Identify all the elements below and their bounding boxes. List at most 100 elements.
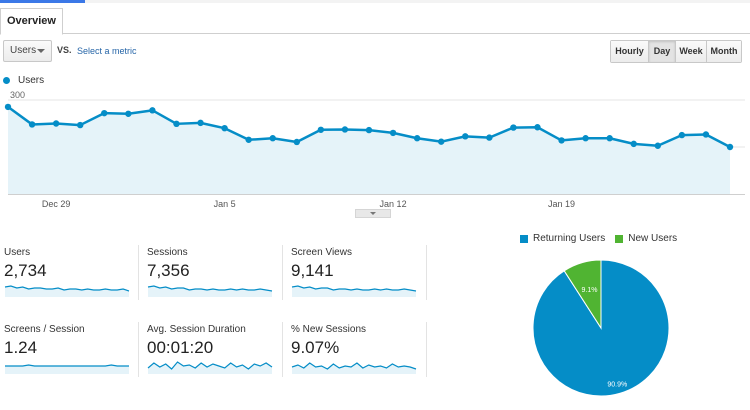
- stat-label: Avg. Session Duration: [147, 324, 246, 335]
- stat-sessions[interactable]: Sessions 7,356: [147, 247, 282, 307]
- sparkline-line: [5, 364, 129, 367]
- data-point[interactable]: [630, 140, 637, 148]
- pie-legend-item-returning-users[interactable]: Returning Users: [520, 233, 605, 244]
- pie-legend: Returning Users New Users: [520, 233, 687, 244]
- data-point[interactable]: [221, 125, 228, 132]
- select-metric-link[interactable]: Select a metric: [77, 46, 137, 56]
- data-point[interactable]: [534, 124, 541, 131]
- stat-value: 00:01:20: [147, 338, 214, 357]
- data-point[interactable]: [365, 126, 373, 134]
- data-point[interactable]: [28, 121, 36, 128]
- data-point[interactable]: [413, 135, 421, 142]
- data-point[interactable]: [558, 137, 565, 144]
- data-point[interactable]: [101, 109, 108, 117]
- stat-label: Screen Views: [291, 247, 352, 258]
- top-strip: [0, 0, 750, 3]
- pie-legend-item-new-users[interactable]: New Users: [615, 233, 677, 244]
- chevron-down-icon: [37, 49, 45, 53]
- granularity-week-button[interactable]: Week: [675, 41, 706, 62]
- data-point[interactable]: [4, 103, 12, 111]
- data-point[interactable]: [582, 135, 589, 142]
- data-point[interactable]: [245, 136, 252, 143]
- data-point[interactable]: [702, 131, 710, 138]
- tab-overview[interactable]: Overview: [0, 8, 63, 35]
- data-point[interactable]: [149, 107, 156, 114]
- x-tick-label: Jan 19: [548, 199, 575, 209]
- stat-new-sessions[interactable]: % New Sessions 9.07%: [291, 324, 426, 384]
- stat-divider: [426, 322, 427, 377]
- stat-value: 9.07%: [291, 338, 340, 357]
- sparkline: [5, 364, 129, 374]
- sparkline-fill: [148, 362, 272, 374]
- series-dot-icon: [3, 77, 10, 84]
- sparkline-fill: [292, 286, 416, 297]
- data-point[interactable]: [125, 110, 132, 117]
- data-point[interactable]: [173, 120, 180, 128]
- user-type-pie-chart[interactable]: 90.9% 9.1%: [530, 258, 675, 398]
- granularity-toggle: Hourly Day Week Month: [610, 40, 742, 63]
- vs-label: VS.: [57, 45, 72, 55]
- legend-users-label: Users: [18, 75, 45, 86]
- granularity-day-button[interactable]: Day: [648, 41, 675, 62]
- chevron-down-icon: [370, 212, 376, 215]
- data-point[interactable]: [77, 121, 84, 129]
- legend-swatch: [615, 234, 624, 243]
- sparkline-line: [147, 361, 273, 370]
- sparkline: [4, 285, 130, 297]
- stat-value: 7,356: [147, 261, 190, 280]
- sparkline-line: [4, 285, 130, 292]
- data-point[interactable]: [293, 138, 300, 146]
- stat-label: % New Sessions: [291, 324, 367, 335]
- data-point[interactable]: [606, 135, 613, 142]
- data-point[interactable]: [678, 131, 686, 139]
- stat-divider: [138, 322, 139, 377]
- stat-users[interactable]: Users 2,734: [4, 247, 139, 307]
- legend-swatch: [520, 234, 528, 243]
- stat-screens-per-session[interactable]: Screens / Session 1.24: [4, 324, 139, 384]
- pie-slice-new-users[interactable]: [563, 259, 602, 330]
- data-point[interactable]: [438, 138, 445, 145]
- sparkline: [291, 285, 417, 297]
- x-tick-label: Jan 12: [380, 199, 407, 209]
- top-accent: [0, 0, 85, 3]
- metric-select[interactable]: Users: [3, 40, 52, 62]
- stat-avg-session-duration[interactable]: Avg. Session Duration 00:01:20: [147, 324, 282, 384]
- stat-divider: [138, 245, 139, 300]
- stat-divider: [282, 245, 283, 300]
- stat-divider: [282, 322, 283, 377]
- sparkline-fill: [5, 365, 129, 374]
- tab-bar: Overview: [0, 8, 750, 35]
- collapse-chart-handle[interactable]: [355, 209, 391, 218]
- data-point[interactable]: [197, 119, 204, 127]
- pie-slice-label: 9.1%: [582, 287, 598, 294]
- data-point[interactable]: [726, 143, 734, 151]
- sparkline: [147, 285, 273, 297]
- data-point[interactable]: [654, 142, 661, 149]
- x-tick-label: Dec 29: [42, 199, 71, 209]
- stat-value: 1.24: [4, 338, 38, 357]
- sparkline: [147, 361, 273, 374]
- sparkline-fill: [148, 286, 272, 297]
- pie-legend-label: New Users: [628, 233, 678, 244]
- stat-label: Users: [4, 247, 31, 258]
- data-point[interactable]: [341, 126, 349, 133]
- stat-screen-views[interactable]: Screen Views 9,141: [291, 247, 426, 307]
- chart-legend: Users: [3, 75, 44, 86]
- data-point[interactable]: [269, 135, 276, 142]
- data-point[interactable]: [462, 133, 469, 140]
- data-point[interactable]: [317, 126, 325, 133]
- data-point[interactable]: [52, 120, 60, 127]
- pie-slice-label: 90.9%: [607, 381, 627, 388]
- y-tick-label: 300: [10, 90, 25, 100]
- metric-select-value: Users: [10, 45, 37, 56]
- data-point[interactable]: [389, 129, 397, 137]
- data-point[interactable]: [510, 124, 517, 131]
- sparkline-line: [147, 285, 273, 292]
- data-point[interactable]: [486, 134, 493, 141]
- granularity-hourly-button[interactable]: Hourly: [611, 41, 648, 62]
- pie-legend-label: Returning Users: [533, 233, 606, 244]
- granularity-month-button[interactable]: Month: [706, 41, 741, 62]
- x-tick-label: Jan 5: [214, 199, 236, 209]
- sparkline-line: [291, 285, 417, 292]
